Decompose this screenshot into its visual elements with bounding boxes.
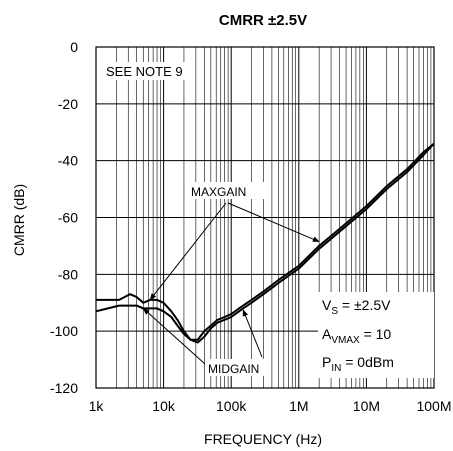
condition-line: VS = ±2.5V [322,297,391,317]
maxgain-arrow-right [227,202,320,243]
midgain-label: MIDGAIN [208,362,259,376]
conditions-background [318,292,434,378]
x-tick-label: 1M [289,398,308,414]
maxgain-arrow-left [149,202,227,301]
note-background [102,62,188,80]
axes: 1k 10k 100k 1M 10M 100M 0 -20 -40 -60 -80 -100 -120 [50,39,452,414]
x-axis-label: FREQUENCY (Hz) [204,431,322,447]
x-tick-label: 1k [89,398,105,414]
x-tick-label: 10M [353,398,380,414]
midgain-arrow-left [142,307,206,365]
conditions-text: VS = ±2.5V AVMAX = 10 PIN = 0dBm [322,297,394,374]
y-axis-label: CMRR (dB) [11,184,27,256]
midgain-label-background [205,359,271,376]
x-tick-label: 100k [216,398,247,414]
note-label: SEE NOTE 9 [106,64,183,79]
annotation-arrows [142,202,320,365]
maxgain-label: MAXGAIN [191,185,246,199]
maxgain-label-background [188,182,264,199]
plot-frame [95,46,435,389]
y-tick-label: -100 [50,323,78,339]
chart-title: CMRR ±2.5V [219,12,307,29]
condition-line: PIN = 0dBm [322,354,394,374]
y-tick-label: 0 [70,39,78,55]
midgain-arrow-right [242,309,263,358]
y-tick-label: -60 [58,210,78,226]
condition-line: AVMAX = 10 [322,326,391,346]
series-line-maxgain [96,142,435,341]
x-tick-label: 10k [152,398,176,414]
y-tick-label: -120 [50,380,78,396]
x-tick-label: 100M [416,398,451,414]
y-tick-label: -40 [58,153,78,169]
y-tick-label: -20 [58,96,78,112]
y-tick-label: -80 [58,266,78,282]
